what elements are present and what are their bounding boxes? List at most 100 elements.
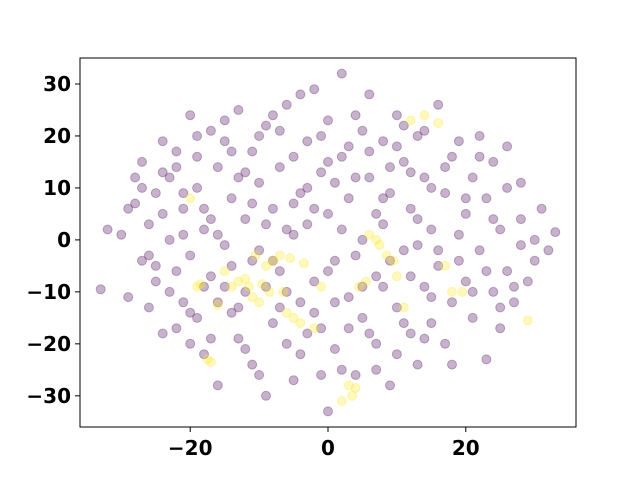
scatter-point-class_0 xyxy=(261,390,271,401)
scatter-point-class_0 xyxy=(391,110,402,121)
scatter-point-class_0 xyxy=(185,250,196,261)
scatter-point-class_0 xyxy=(205,125,216,136)
scatter-point-class_0 xyxy=(323,156,333,167)
scatter-point-class_0 xyxy=(460,208,471,219)
scatter-point-class_0 xyxy=(357,125,368,136)
scatter-point-class_0 xyxy=(357,234,368,245)
points-layer xyxy=(95,68,561,417)
scatter-point-class_1 xyxy=(247,292,258,303)
scatter-point-class_0 xyxy=(343,193,354,204)
scatter-point-class_0 xyxy=(316,167,327,178)
scatter-point-class_0 xyxy=(460,276,471,287)
scatter-point-class_1 xyxy=(336,396,347,406)
scatter-point-class_0 xyxy=(240,214,251,225)
scatter-point-class_0 xyxy=(178,188,189,199)
x-axis: −20 0 20 xyxy=(168,427,480,460)
scatter-point-class_1 xyxy=(309,323,320,334)
scatter-point-class_1 xyxy=(278,286,289,297)
scatter-point-class_0 xyxy=(212,380,223,391)
scatter-point-class_0 xyxy=(391,349,402,360)
scatter-point-class_0 xyxy=(309,276,320,287)
scatter-point-class_0 xyxy=(295,188,306,199)
scatter-point-class_0 xyxy=(426,292,437,303)
scatter-point-class_1 xyxy=(185,193,196,204)
scatter-point-class_1 xyxy=(405,115,416,126)
scatter-point-class_0 xyxy=(481,354,492,365)
scatter-point-class_0 xyxy=(240,167,251,178)
scatter-point-class_0 xyxy=(233,105,244,115)
scatter-point-class_0 xyxy=(267,110,278,121)
scatter-point-class_0 xyxy=(254,370,265,380)
scatter-point-class_1 xyxy=(419,110,430,121)
scatter-point-class_0 xyxy=(447,151,457,162)
scatter-point-class_1 xyxy=(374,240,385,251)
scatter-point-class_0 xyxy=(267,318,278,329)
scatter-point-class_0 xyxy=(233,172,244,183)
scatter-point-class_0 xyxy=(199,224,209,235)
scatter-point-class_0 xyxy=(295,297,306,308)
scatter-point-class_1 xyxy=(354,281,364,292)
scatter-point-class_0 xyxy=(371,364,382,375)
scatter-point-class_0 xyxy=(391,302,402,313)
scatter-point-class_0 xyxy=(350,370,361,380)
scatter-point-class_0 xyxy=(192,312,203,323)
scatter-point-class_0 xyxy=(502,266,513,277)
scatter-point-class_0 xyxy=(536,203,547,214)
scatter-point-class_0 xyxy=(378,193,389,204)
scatter-point-class_0 xyxy=(192,182,203,193)
scatter-point-class_0 xyxy=(343,323,354,334)
scatter-point-class_0 xyxy=(157,136,168,147)
scatter-point-class_0 xyxy=(419,281,430,292)
scatter-point-class_0 xyxy=(467,286,478,297)
scatter-point-class_0 xyxy=(281,338,292,349)
scatter-point-class_0 xyxy=(171,146,182,157)
scatter-point-class_0 xyxy=(364,89,375,100)
scatter-point-class_0 xyxy=(199,203,209,214)
scatter-point-class_0 xyxy=(212,229,223,240)
scatter-point-class_0 xyxy=(419,125,430,136)
scatter-point-class_0 xyxy=(295,89,306,100)
scatter-point-class_0 xyxy=(178,297,189,308)
scatter-point-class_1 xyxy=(205,357,216,367)
scatter-point-class_1 xyxy=(212,299,223,310)
scatter-point-class_0 xyxy=(309,203,320,214)
scatter-point-class_0 xyxy=(488,286,499,297)
scatter-point-class_0 xyxy=(226,260,237,271)
scatter-point-class_1 xyxy=(288,312,299,323)
scatter-point-class_0 xyxy=(247,146,258,157)
scatter-point-class_0 xyxy=(157,208,168,219)
scatter-point-class_0 xyxy=(467,172,478,183)
y-tick-label: 20 xyxy=(43,124,71,148)
scatter-point-class_0 xyxy=(350,250,361,261)
scatter-point-class_1 xyxy=(381,250,392,261)
scatter-point-class_0 xyxy=(474,245,485,256)
scatter-point-class_1 xyxy=(192,281,203,292)
scatter-point-class_1 xyxy=(285,253,296,264)
scatter-point-class_0 xyxy=(405,167,416,178)
scatter-point-class_1 xyxy=(281,307,292,318)
scatter-point-class_0 xyxy=(199,281,209,292)
scatter-point-class_0 xyxy=(157,328,168,339)
scatter-point-class_0 xyxy=(288,151,299,162)
scatter-point-class_0 xyxy=(467,312,478,323)
scatter-point-class_0 xyxy=(371,338,382,349)
scatter-point-class_0 xyxy=(447,359,457,370)
scatter-point-class_1 xyxy=(447,286,457,297)
scatter-point-class_0 xyxy=(192,151,203,162)
scatter-point-class_0 xyxy=(364,172,375,183)
scatter-point-class_0 xyxy=(212,297,223,308)
y-axis: −30 −20 −10 0 10 20 30 xyxy=(26,72,80,408)
scatter-point-class_0 xyxy=(350,110,361,121)
scatter-point-class_0 xyxy=(453,255,464,266)
scatter-point-class_0 xyxy=(316,370,327,380)
scatter-point-class_1 xyxy=(364,229,375,240)
scatter-point-class_1 xyxy=(298,258,309,269)
scatter-point-class_0 xyxy=(440,188,451,199)
scatter-point-class_0 xyxy=(302,182,313,193)
scatter-point-class_0 xyxy=(412,214,423,225)
scatter-point-class_0 xyxy=(288,198,299,209)
scatter-point-class_0 xyxy=(130,198,141,209)
scatter-point-class_0 xyxy=(323,406,333,417)
scatter-point-class_0 xyxy=(509,281,519,292)
